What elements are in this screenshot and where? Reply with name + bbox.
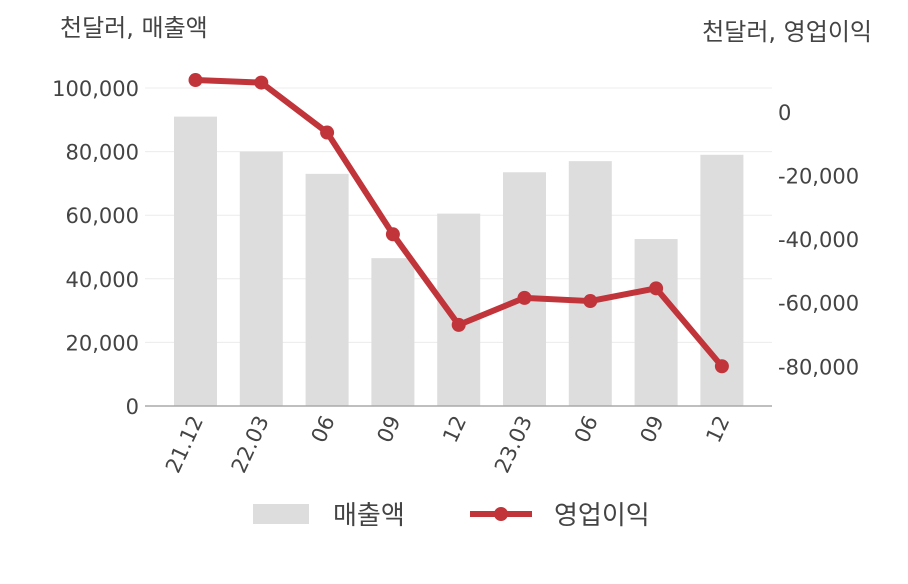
legend-label-line: 영업이익 xyxy=(554,501,650,531)
line-point xyxy=(188,73,203,88)
legend-swatch-bar xyxy=(253,504,309,524)
right-axis-title: 천달러, 영업이익 xyxy=(702,18,872,46)
line-point xyxy=(385,227,400,242)
line-point xyxy=(517,290,532,305)
line-series xyxy=(188,73,729,374)
line-point xyxy=(714,359,729,374)
left-tick-label: 60,000 xyxy=(66,204,139,228)
right-axis-ticks: 0 -20,000 -40,000 -60,000 -80,000 xyxy=(778,101,859,379)
legend-swatch-marker xyxy=(494,507,508,521)
x-tick-label: 21.12 xyxy=(161,412,208,477)
bar xyxy=(305,173,349,406)
x-tick-label: 06 xyxy=(570,412,603,446)
left-tick-label: 40,000 xyxy=(66,268,139,292)
right-tick-label: -40,000 xyxy=(778,228,859,252)
legend-label-bar: 매출액 xyxy=(333,501,405,531)
legend: 매출액 영업이익 xyxy=(253,501,650,531)
line-point xyxy=(254,75,269,90)
x-tick-label: 12 xyxy=(438,412,471,446)
x-tick-label: 22.03 xyxy=(227,412,274,477)
bar-series xyxy=(174,116,744,407)
bar xyxy=(239,151,283,406)
left-tick-label: 20,000 xyxy=(66,331,139,355)
right-tick-label: 0 xyxy=(778,101,791,125)
bar xyxy=(174,116,217,407)
line-point xyxy=(583,294,598,309)
right-tick-label: -20,000 xyxy=(778,164,859,188)
bar xyxy=(371,258,415,406)
left-tick-label: 100,000 xyxy=(52,77,139,101)
left-axis-ticks: 0 20,000 40,000 60,000 80,000 100,000 xyxy=(52,77,139,419)
x-tick-label: 06 xyxy=(307,412,340,446)
left-tick-label: 0 xyxy=(126,395,139,419)
x-tick-label: 23.03 xyxy=(490,412,537,477)
line-point xyxy=(649,281,664,296)
x-axis-ticks: 21.12 22.03 06 09 12 23.03 06 09 12 xyxy=(161,412,735,477)
left-tick-label: 80,000 xyxy=(66,141,139,165)
line-point xyxy=(320,125,335,140)
x-tick-label: 09 xyxy=(636,412,669,446)
right-tick-label: -80,000 xyxy=(778,355,859,379)
bar xyxy=(437,213,481,406)
bar xyxy=(568,161,612,406)
bar xyxy=(634,239,678,406)
right-tick-label: -60,000 xyxy=(778,292,859,316)
bar xyxy=(503,172,546,406)
line-point xyxy=(451,317,466,332)
left-axis-title: 천달러, 매출액 xyxy=(60,14,208,42)
x-tick-label: 09 xyxy=(372,412,405,446)
x-tick-label: 12 xyxy=(701,412,734,446)
